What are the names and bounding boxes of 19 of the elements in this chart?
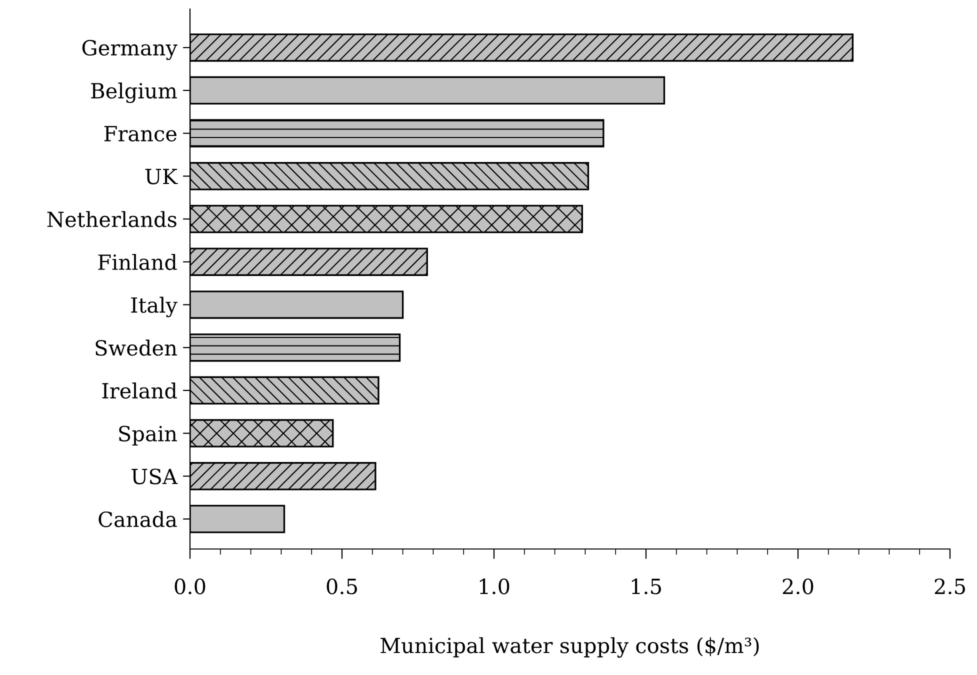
y-tick-label: Finland (98, 254, 177, 270)
x-tick-label: 2.5 (934, 578, 965, 594)
y-tick-label: Belgium (91, 82, 177, 103)
y-tick-label: Germany (82, 40, 178, 60)
x-axis-title: Municipal water supply costs ($/m³) (380, 637, 759, 658)
x-tick-label: 1.5 (632, 578, 661, 594)
y-tick-label: Netherlands (47, 211, 176, 228)
x-tick-label: 0.0 (174, 578, 206, 594)
y-tick-label: Canada (98, 511, 177, 528)
y-tick-label: Sweden (96, 340, 177, 356)
x-tick-label: 2.0 (782, 578, 814, 594)
y-tick-label: USA (132, 468, 178, 484)
x-tick-label: 0.5 (326, 578, 357, 594)
y-tick-label: UK (145, 168, 178, 184)
y-tick-label: Italy (131, 296, 178, 318)
y-tick-label: Spain (119, 426, 177, 446)
y-tick-label: Ireland (102, 382, 177, 399)
y-tick-label: France (104, 126, 176, 142)
x-tick-label: 1.0 (480, 578, 510, 594)
